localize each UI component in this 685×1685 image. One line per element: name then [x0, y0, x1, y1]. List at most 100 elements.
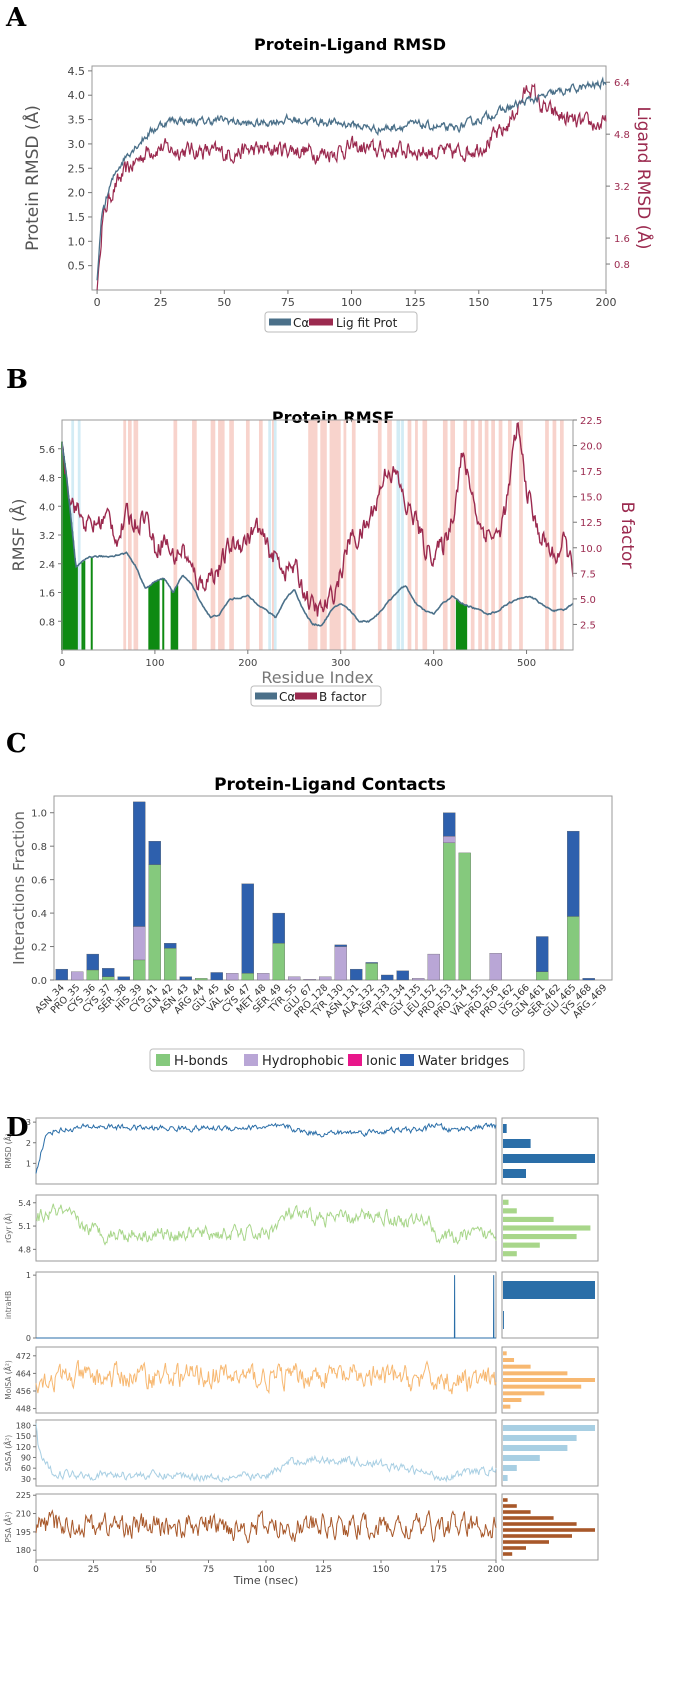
hist-bar-intrahb: [503, 1311, 504, 1329]
x-axis-label: Residue Index: [261, 668, 373, 687]
y2-axis-label: B factor: [617, 502, 637, 569]
strand-region: [422, 420, 428, 650]
subplot-frame-intrahb: [35, 1271, 497, 1339]
y-tick-label: 4.8: [18, 1245, 31, 1254]
y-axis-label: Interactions Fraction: [10, 811, 28, 965]
x-tick-label: 150: [372, 1565, 389, 1575]
bar-water-bridges-ala_132: [365, 962, 378, 964]
bar-water-bridges-lys_468: [582, 978, 595, 981]
hist-bar-molsa: [503, 1391, 545, 1396]
bar-water-bridges-cys_37: [102, 968, 115, 977]
hist-bar-rmsd: [503, 1154, 595, 1163]
y-tick-label: 5.4: [18, 1199, 31, 1208]
x-tick-label: 100: [341, 296, 362, 309]
x-tick-label: 175: [430, 1565, 447, 1575]
strand-region: [415, 420, 418, 650]
x-tick-label: 500: [517, 658, 536, 669]
y2-tick-label: 20.0: [580, 442, 602, 453]
hist-bar-intrahb: [503, 1281, 595, 1299]
y-tick-label: 2.4: [39, 560, 55, 571]
hist-bar-rgyr: [503, 1242, 540, 1248]
strand-region: [478, 420, 482, 650]
series-line-b-factor: [61, 421, 574, 617]
y-tick-label: 3.5: [68, 114, 86, 127]
hist-bar-sasa: [503, 1425, 595, 1431]
y-tick-label: 150: [16, 1432, 31, 1441]
helix-region: [77, 420, 81, 650]
helix-region: [273, 420, 277, 650]
series-line-intrahb: [36, 1275, 496, 1339]
plot-frame: [53, 795, 613, 981]
y-tick-label: 3.0: [68, 138, 86, 151]
bar-water-bridges-tyr_130: [334, 944, 347, 947]
panel-letter-d: D: [6, 1113, 29, 1143]
y-tick-label: 1: [26, 1271, 31, 1280]
hist-bar-psa: [503, 1510, 531, 1514]
series-line-psa: [35, 1509, 497, 1544]
bar-h-bonds-cys_37: [102, 976, 115, 981]
y-tick-label: 0.4: [31, 909, 47, 920]
legend-box: [149, 1048, 525, 1072]
bar-hydrophobic-glu_67: [303, 979, 316, 981]
hist-bar-sasa: [503, 1475, 508, 1481]
series-line-rmsd: [35, 1122, 497, 1174]
hist-bar-rgyr: [503, 1234, 577, 1240]
y-tick-label: 210: [16, 1510, 31, 1519]
hist-bar-molsa: [503, 1404, 511, 1409]
strand-region: [377, 420, 382, 650]
bar-water-bridges-asp_133: [381, 974, 394, 981]
hist-bar-sasa: [503, 1465, 517, 1471]
legend-swatch-h-bonds: [156, 1054, 170, 1066]
y-tick-label: 0.5: [68, 260, 86, 273]
bar-water-bridges-pro_153: [443, 812, 456, 837]
x-tick-label: 125: [315, 1565, 332, 1575]
strand-region: [545, 420, 549, 650]
helix-region: [396, 420, 401, 650]
bar-hydrophobic-leu_152: [427, 953, 440, 981]
hist-bar-psa: [503, 1504, 517, 1508]
y-tick-label: 180: [16, 1421, 31, 1430]
y-tick-label: 448: [16, 1405, 31, 1414]
hist-frame-psa: [501, 1493, 599, 1561]
y-tick-label: 1: [26, 1159, 31, 1168]
strand-region: [133, 420, 139, 650]
strand-region: [519, 420, 523, 650]
bar-water-bridges-asn_34: [55, 968, 68, 981]
bar-water-bridges-cys_41: [148, 841, 161, 865]
strand-region: [407, 420, 412, 650]
y-axis-label-rgyr: rGyr (Å): [4, 1213, 13, 1243]
strand-region: [229, 420, 234, 650]
hist-bar-psa: [503, 1540, 549, 1544]
bar-h-bonds-pro_154: [458, 852, 471, 981]
bar-water-bridges-gly_45: [210, 972, 223, 981]
y-tick-label: 1.5: [68, 211, 86, 224]
y-tick-label: 456: [16, 1387, 31, 1396]
x-tick-label: 25: [88, 1565, 99, 1575]
hist-bar-psa: [503, 1516, 554, 1520]
strand-region: [463, 420, 468, 650]
legend-swatch-hydrophobic: [244, 1054, 258, 1066]
bar-water-bridges-ser_38: [117, 976, 130, 981]
bar-hydrophobic-his_39: [133, 926, 146, 961]
strand-region: [218, 420, 225, 650]
y-tick-label: 1.0: [68, 235, 86, 248]
legend-label-water-bridges: Water bridges: [418, 1054, 509, 1069]
x-tick-label: 150: [468, 296, 489, 309]
bar-h-bonds-glu_465: [567, 916, 580, 981]
chart-a: 0 25 50 75 100 125 150 175 200 0.5 1.0 1.5 2.0 2.5 3.0…: [21, 65, 655, 335]
bar-hydrophobic-pro_153: [443, 835, 456, 843]
y-tick-label: 30: [21, 1475, 31, 1484]
subplot-frame-rgyr: [35, 1194, 497, 1262]
x-tick-label: 75: [203, 1565, 214, 1575]
y-tick-label: 4.0: [39, 502, 55, 513]
bar-water-bridges-cys_47: [241, 883, 254, 974]
y-axis-label: Protein RMSD (Å): [21, 105, 43, 251]
y2-tick-label: 5.0: [580, 595, 596, 606]
y-tick-label: 2.0: [68, 187, 86, 200]
x-tick-label: 200: [596, 296, 617, 309]
legend-label-calpha: Cα: [279, 690, 295, 704]
y-axis-label-molsa: MolSA (Å²): [4, 1360, 13, 1400]
x-tick-label: 0: [33, 1565, 39, 1575]
hist-bar-rgyr: [503, 1199, 509, 1205]
hist-bar-molsa: [503, 1351, 507, 1356]
